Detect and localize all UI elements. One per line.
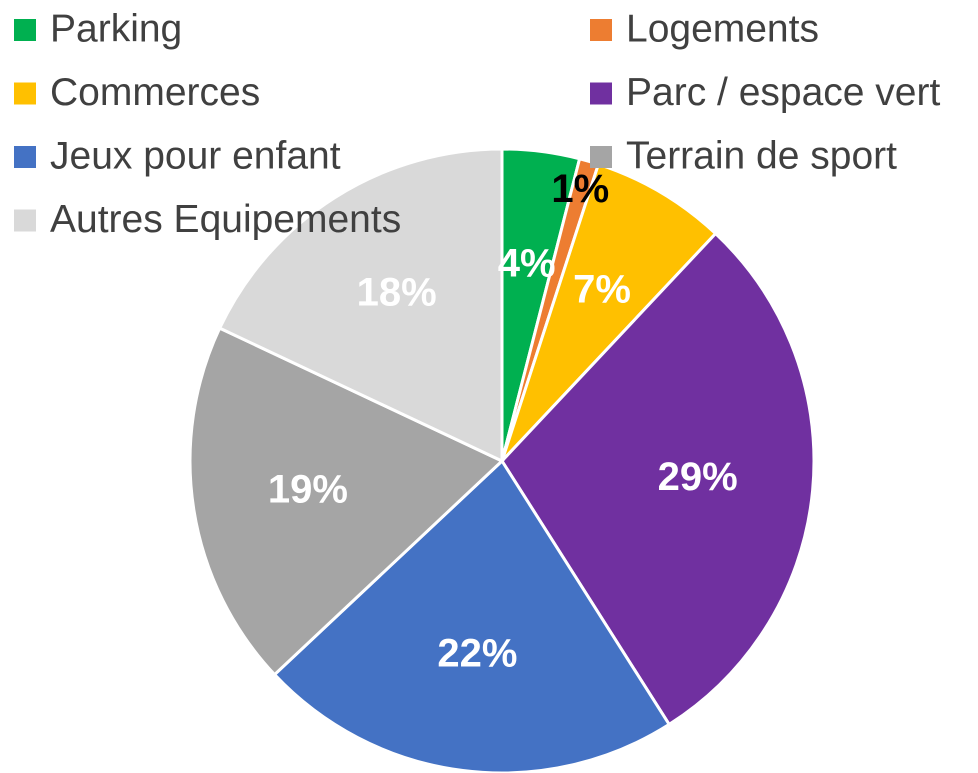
legend-label: Jeux pour enfant — [50, 134, 341, 177]
value-label: 18% — [357, 271, 437, 315]
value-label: 1% — [551, 167, 609, 211]
value-label: 19% — [268, 467, 348, 511]
value-label: 29% — [658, 455, 738, 499]
pie-slice — [500, 231, 816, 727]
legend-label: Logements — [626, 7, 819, 50]
legend-swatch — [14, 19, 36, 41]
value-label: 7% — [573, 267, 631, 311]
legend-label: Parking — [50, 7, 182, 50]
pie-slice — [188, 326, 505, 677]
legend-swatch — [14, 146, 36, 168]
legend-swatch — [14, 209, 36, 232]
legend-label: Autres Equipements — [50, 198, 401, 241]
legend-swatch — [590, 19, 612, 41]
pie-slice — [217, 147, 504, 464]
legend-swatch — [14, 82, 36, 105]
legend-label: Commerces — [50, 71, 260, 114]
value-label: 22% — [437, 632, 517, 676]
value-label: 4% — [498, 242, 556, 286]
pie-slice — [272, 458, 672, 773]
legend-label: Parc / espace vert — [626, 71, 940, 114]
legend-swatch — [590, 146, 612, 168]
legend-swatch — [590, 82, 612, 105]
legend-label: Terrain de sport — [626, 134, 897, 177]
